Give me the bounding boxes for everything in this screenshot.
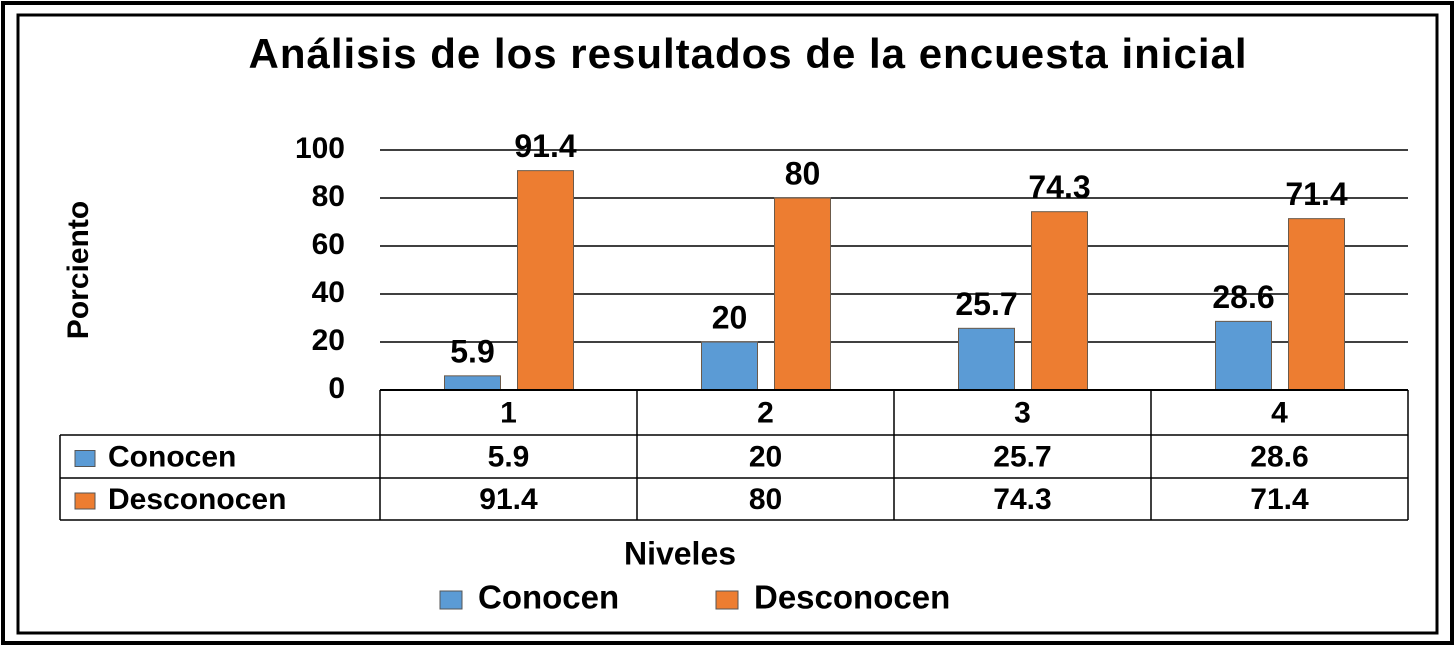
inner-border [16, 13, 1439, 635]
legend-key [74, 450, 96, 467]
x-tick-label: 3 [1014, 396, 1031, 429]
data-label: 71.4 [1285, 176, 1347, 212]
data-label: 5.9 [450, 333, 494, 369]
bar [701, 341, 758, 391]
bar [1031, 211, 1088, 391]
x-tick-label: 4 [1271, 396, 1288, 429]
bar [444, 375, 501, 391]
table-cell: 28.6 [1250, 440, 1308, 473]
table-cell: 20 [749, 440, 782, 473]
x-tick-label: 1 [500, 396, 517, 429]
table-cell: 71.4 [1250, 483, 1309, 516]
x-tick-label: 2 [757, 396, 774, 429]
chart-title: Análisis de los resultados de la encuest… [248, 30, 1248, 77]
y-axis-label: Porciento [62, 201, 95, 339]
legend-key [715, 590, 739, 610]
table-cell: 91.4 [479, 483, 538, 516]
table-cell: 74.3 [993, 483, 1051, 516]
x-axis-label: Niveles [624, 535, 736, 571]
y-tick-label: 100 [295, 132, 345, 165]
bar [958, 327, 1015, 391]
y-tick-label: 20 [312, 324, 345, 357]
legend-key [439, 590, 463, 610]
bar [517, 170, 574, 391]
y-tick-label: 40 [312, 276, 345, 309]
data-label: 91.4 [514, 128, 576, 164]
data-label: 20 [712, 299, 748, 335]
y-tick-label: 60 [312, 228, 345, 261]
legend-key [74, 492, 96, 510]
bar [774, 197, 831, 391]
bar [1215, 320, 1272, 391]
legend-label: Desconocen [754, 579, 950, 616]
y-tick-label: 0 [328, 372, 345, 405]
table-cell: 80 [749, 483, 782, 516]
table-cell: 5.9 [488, 440, 530, 473]
data-label: 74.3 [1028, 169, 1090, 205]
bar [1288, 218, 1345, 391]
table-row-label: Desconocen [108, 483, 286, 516]
data-label: 25.7 [955, 286, 1017, 322]
data-label: 80 [785, 155, 821, 191]
legend-label: Conocen [478, 579, 619, 616]
data-label: 28.6 [1212, 279, 1274, 315]
y-tick-label: 80 [312, 180, 345, 213]
table-row-label: Conocen [108, 440, 236, 473]
table-cell: 25.7 [993, 440, 1051, 473]
